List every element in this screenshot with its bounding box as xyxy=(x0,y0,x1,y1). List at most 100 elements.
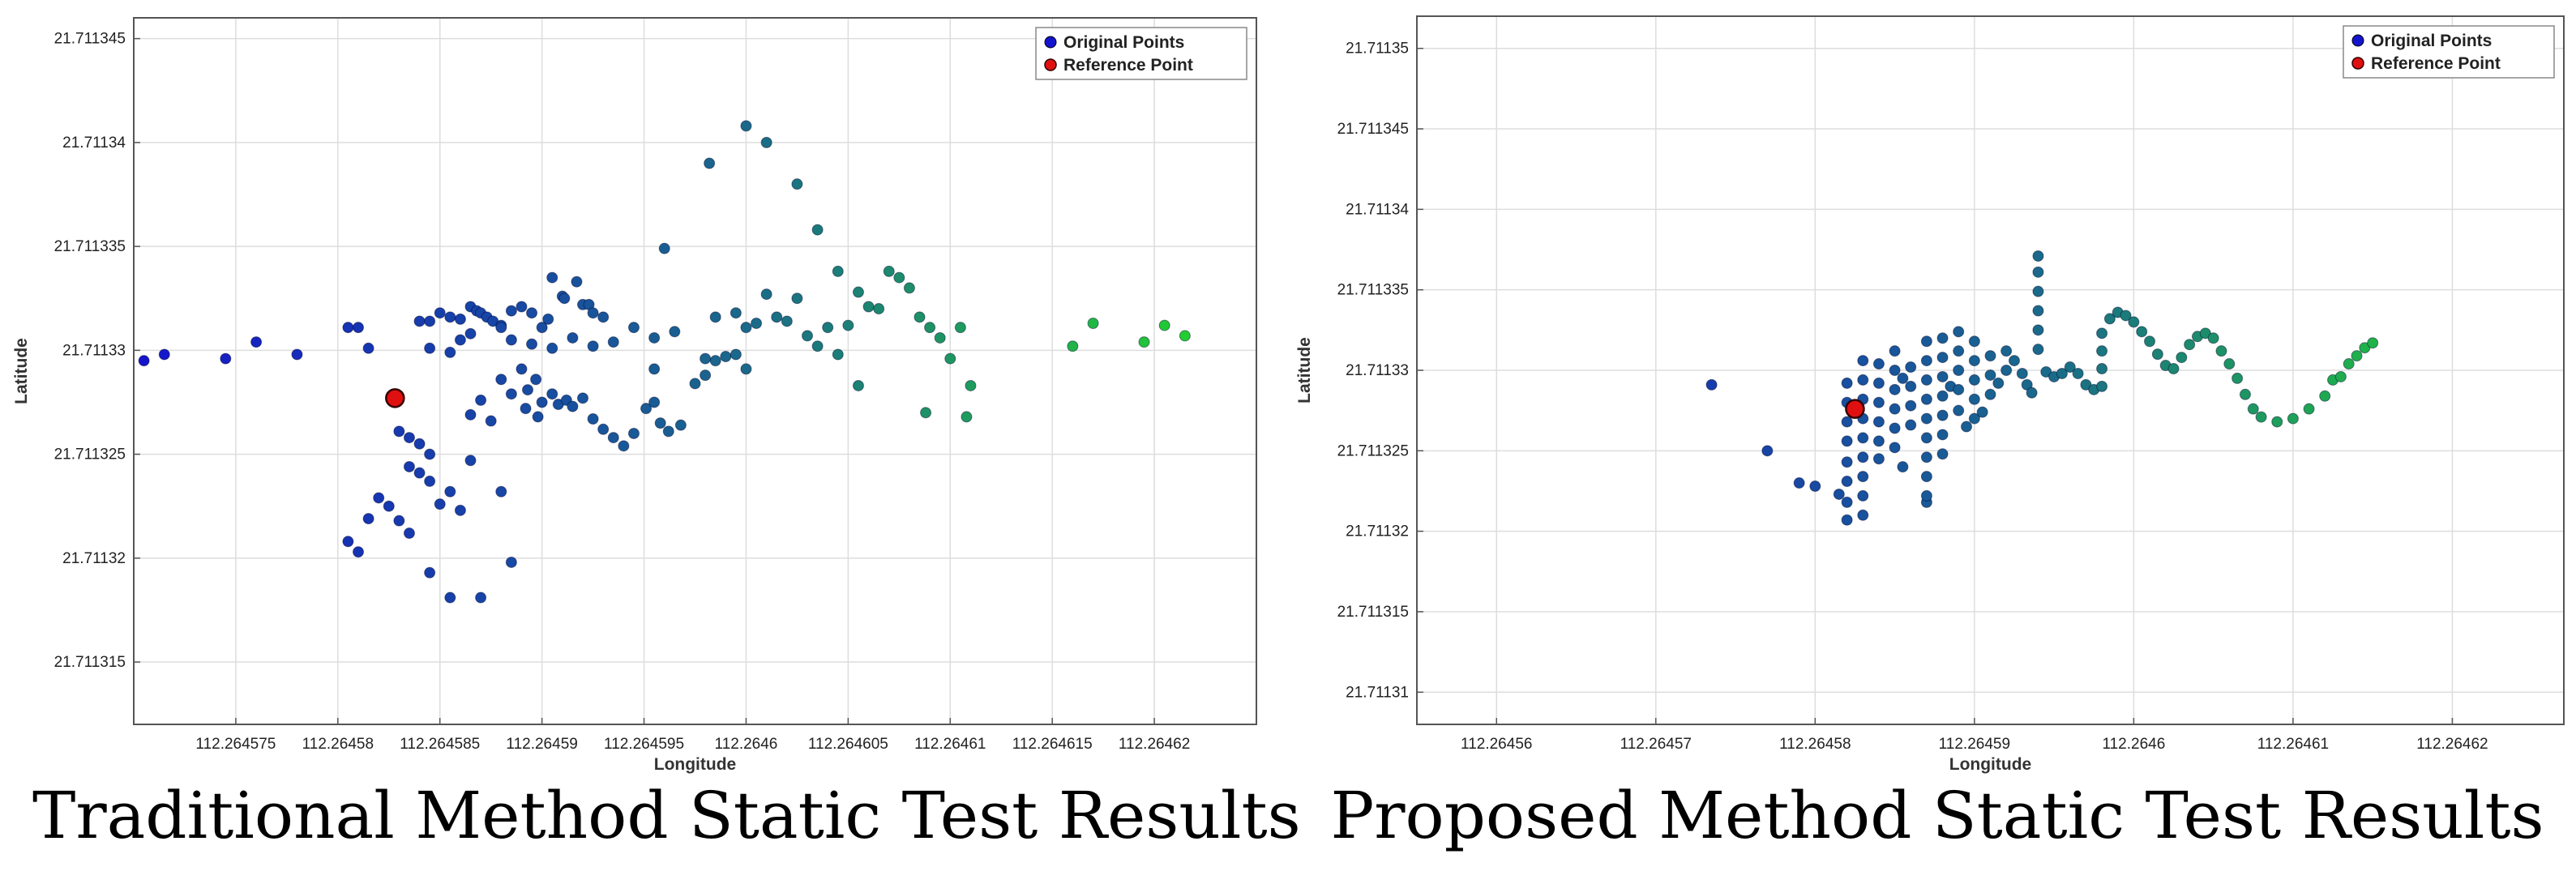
data-point xyxy=(1087,318,1099,330)
data-point xyxy=(1158,319,1170,331)
data-point xyxy=(454,504,466,516)
data-point xyxy=(587,340,599,352)
series-reference-point xyxy=(385,388,405,408)
data-point xyxy=(1841,456,1853,468)
data-point xyxy=(1872,377,1885,389)
data-point xyxy=(495,322,507,334)
data-point xyxy=(2255,411,2267,423)
axes-frame xyxy=(1416,15,2565,725)
x-tick-label: 112.264575 xyxy=(195,736,276,753)
y-tick-label: 21.711335 xyxy=(54,238,126,255)
data-point xyxy=(2303,403,2315,415)
data-point xyxy=(700,352,712,365)
y-tick-label: 21.711345 xyxy=(1337,121,1409,138)
data-point xyxy=(444,485,456,498)
x-tick-label: 112.26462 xyxy=(2416,736,2488,753)
data-point xyxy=(505,305,517,317)
data-point xyxy=(1905,380,1917,392)
data-point xyxy=(577,392,588,404)
data-point xyxy=(413,315,426,327)
data-point xyxy=(873,303,885,315)
data-point xyxy=(852,379,864,391)
y-tick-label: 21.711345 xyxy=(54,31,126,48)
data-point xyxy=(2016,367,2028,379)
data-point xyxy=(1857,432,1869,444)
data-point xyxy=(2247,403,2259,415)
data-point xyxy=(1872,416,1885,428)
data-point xyxy=(730,307,742,319)
data-point xyxy=(811,224,824,236)
data-point xyxy=(1936,332,1949,344)
data-point xyxy=(751,318,763,330)
chart-traditional: 112.264575 112.26458 112.264585 112.26459 11… xyxy=(12,17,1257,774)
data-point xyxy=(2343,358,2355,370)
data-point xyxy=(2008,355,2020,367)
data-point xyxy=(618,440,630,452)
x-tick-label: 112.264605 xyxy=(808,736,888,753)
data-point xyxy=(1857,489,1869,502)
data-point xyxy=(403,527,415,540)
caption-proposed: Proposed Method Static Test Results xyxy=(1330,778,2544,853)
x-tick-label: 112.26458 xyxy=(1779,736,1851,753)
data-point xyxy=(558,293,571,305)
data-point xyxy=(791,178,803,190)
y-axis-label: Latitude xyxy=(1295,337,1314,404)
data-point xyxy=(1889,442,1901,454)
data-point xyxy=(403,460,415,472)
data-point xyxy=(2032,285,2044,297)
data-point xyxy=(2167,363,2180,375)
data-point xyxy=(1841,496,1853,508)
legend-box xyxy=(1035,27,1247,80)
data-point xyxy=(546,271,558,284)
data-point xyxy=(353,546,364,558)
legend-label-reference: Reference Point xyxy=(2371,54,2501,73)
data-point xyxy=(862,301,875,313)
x-tick-label: 112.26459 xyxy=(1939,736,2010,753)
data-point xyxy=(2367,337,2379,349)
data-point xyxy=(2026,386,2038,399)
data-point xyxy=(648,396,661,408)
data-point xyxy=(2064,361,2076,374)
data-point xyxy=(709,355,721,367)
x-tick-label: 112.2646 xyxy=(2102,736,2165,753)
data-point xyxy=(424,315,436,327)
data-point xyxy=(1920,451,1932,463)
data-point xyxy=(740,363,752,375)
legend-marker-reference xyxy=(2351,57,2364,70)
data-point xyxy=(2000,365,2013,376)
legend-marker-original xyxy=(1044,36,1057,49)
data-point xyxy=(760,288,772,301)
data-point xyxy=(424,475,436,487)
data-point xyxy=(627,322,640,334)
data-point xyxy=(1976,406,1988,418)
data-point xyxy=(424,566,436,579)
data-point xyxy=(2128,316,2140,328)
data-point xyxy=(740,120,752,132)
data-point xyxy=(654,417,666,429)
data-point xyxy=(1809,480,1821,493)
data-point xyxy=(1872,435,1885,447)
data-point xyxy=(954,322,966,334)
data-point xyxy=(811,340,824,352)
data-point xyxy=(2032,344,2044,356)
data-point xyxy=(393,425,405,438)
data-point xyxy=(720,351,732,363)
data-point xyxy=(2199,327,2211,340)
y-tick-label: 21.711315 xyxy=(54,654,126,671)
data-point xyxy=(1179,330,1191,342)
data-point xyxy=(413,467,426,479)
data-point xyxy=(662,425,674,438)
data-point xyxy=(250,336,263,348)
data-point xyxy=(1833,488,1845,500)
data-point xyxy=(546,388,558,400)
legend-label-original: Original Points xyxy=(1063,33,1184,52)
data-point xyxy=(373,492,385,504)
data-point xyxy=(2359,342,2371,354)
data-point xyxy=(1968,355,1980,367)
data-point xyxy=(464,327,477,340)
data-point xyxy=(2334,370,2347,382)
data-point xyxy=(2151,348,2163,361)
x-tick-label: 112.26461 xyxy=(2257,736,2329,753)
y-tick-label: 21.71131 xyxy=(1346,684,1409,701)
y-tick-label: 21.71132 xyxy=(1346,523,1409,540)
